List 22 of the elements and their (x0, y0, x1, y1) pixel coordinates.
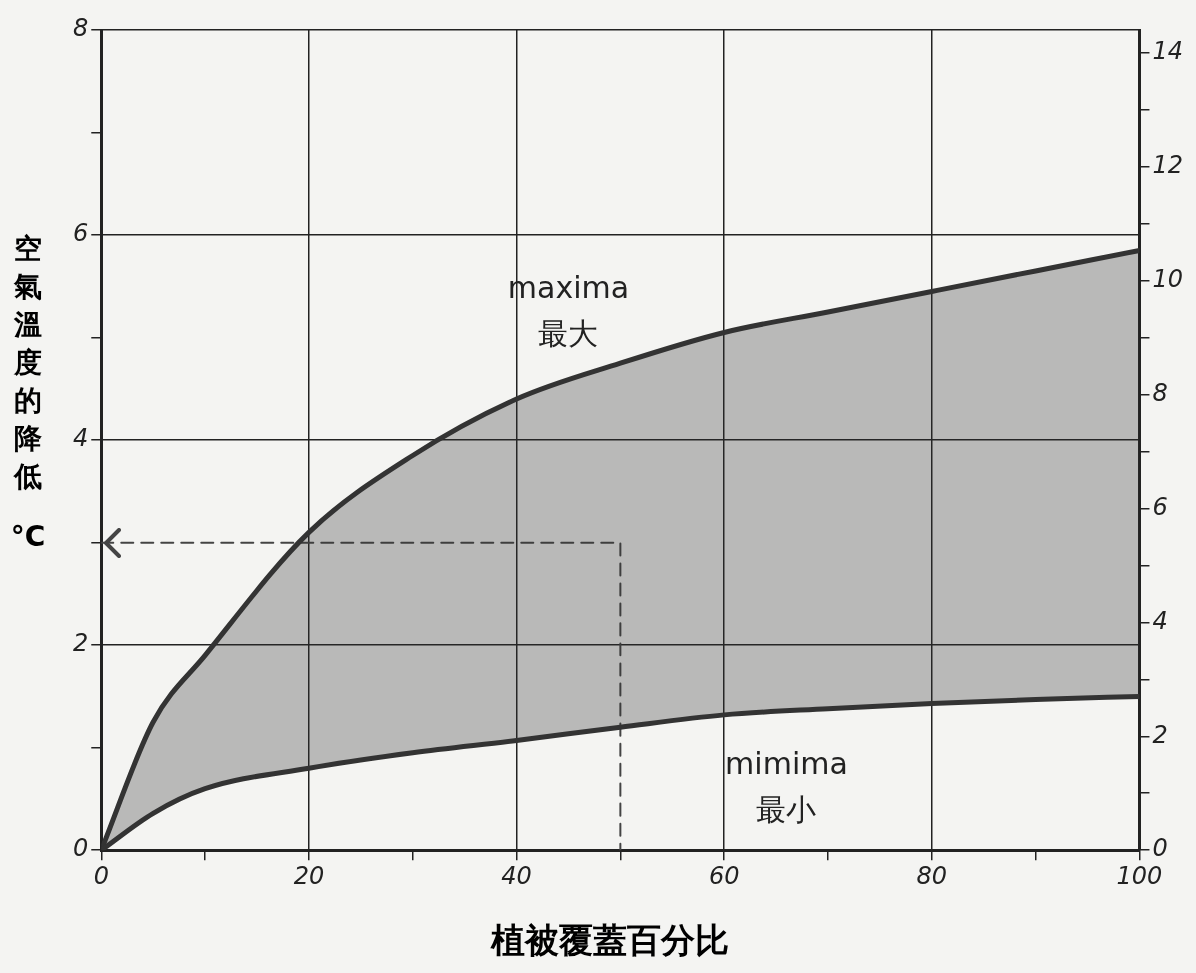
y2-tick-label: 10 (1152, 264, 1184, 293)
y2-tick-label: 14 (1152, 37, 1184, 66)
x-tick-label: 80 (916, 861, 948, 890)
y-tick-label: 4 (72, 424, 89, 453)
y2-tick-label: 12 (1152, 150, 1184, 179)
x-axis-title: 植被覆蓋百分比 (489, 919, 730, 962)
y-tick-label: 0 (72, 834, 89, 863)
y2-tick-label: 6 (1152, 492, 1168, 521)
series-label: mimima 最小 (725, 745, 848, 827)
y-axis-title: 空氣溫度的降低 °C (9, 231, 47, 555)
x-tick-label: 20 (293, 861, 325, 890)
y2-tick-label: 2 (1152, 720, 1168, 749)
y-tick-label: 8 (72, 14, 89, 43)
x-tick-label: 60 (708, 861, 740, 890)
x-tick-label: 100 (1116, 861, 1163, 890)
y-tick-label: 6 (72, 219, 89, 248)
x-tick-label: 0 (93, 861, 109, 890)
y2-tick-label: 8 (1152, 378, 1168, 407)
y-tick-label: 2 (72, 629, 89, 658)
y2-tick-label: 4 (1152, 606, 1168, 635)
x-tick-label: 40 (501, 861, 532, 890)
y2-tick-label: 0 (1152, 834, 1168, 863)
